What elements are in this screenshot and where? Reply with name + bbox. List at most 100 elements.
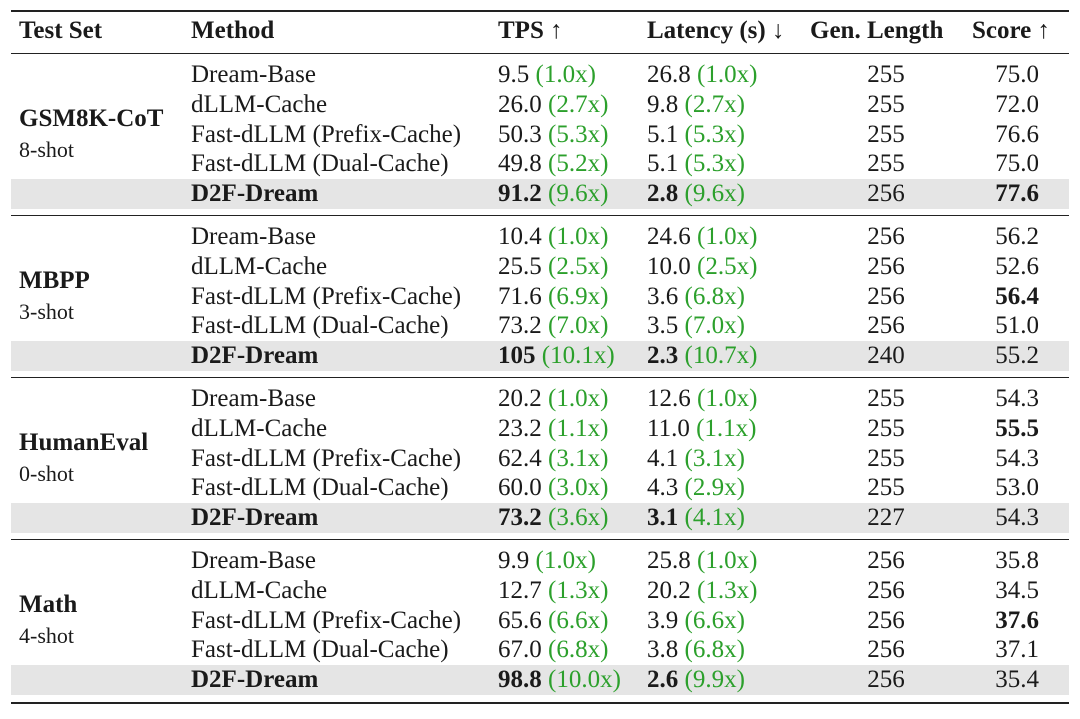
gen-length-cell: 240 — [867, 342, 905, 370]
gen-length-cell: 255 — [867, 120, 905, 148]
test-set-name: MBPP — [19, 267, 90, 294]
score-cell: 35.8 — [995, 547, 1039, 574]
tps-speedup: (1.1x) — [548, 414, 609, 442]
gen-length-cell: 255 — [867, 150, 905, 178]
table-row: Fast-dLLM (Prefix-Cache) 62.4 (3.1x) 4.1 (… — [11, 444, 1069, 474]
latency-value: 26.8 — [647, 61, 691, 88]
tps-value: 20.2 — [498, 385, 542, 412]
tps-cell: 60.0 (3.0x) — [498, 473, 608, 503]
score-cell: 54.3 — [995, 444, 1039, 472]
header-gen-length: Gen. Length — [810, 17, 944, 44]
latency-value: 20.2 — [647, 576, 691, 604]
method-cell: Dream-Base — [191, 223, 316, 250]
tps-speedup: (9.6x) — [548, 180, 609, 208]
table-row: Dream-Base 9.5 (1.0x) 26.8 (1.0x) 255 75.0 — [11, 60, 1069, 90]
latency-cell: 11.0 (1.1x) — [647, 414, 756, 444]
table-row: Dream-Base 20.2 (1.0x) 12.6 (1.0x) 255 54.3 — [11, 384, 1069, 414]
gen-length-cell: 255 — [867, 474, 905, 502]
tps-cell: 98.8 (10.0x) — [498, 665, 621, 695]
tps-cell: 20.2 (1.0x) — [498, 384, 608, 414]
latency-speedup: (1.0x) — [697, 547, 758, 574]
latency-cell: 2.8 (9.6x) — [647, 179, 745, 209]
header-score: Score ↑ — [972, 17, 1050, 44]
method-cell: Fast-dLLM (Dual-Cache) — [191, 150, 449, 178]
score-cell: 55.2 — [995, 342, 1039, 370]
tps-cell: 91.2 (9.6x) — [498, 179, 608, 209]
table-row: Fast-dLLM (Prefix-Cache) 71.6 (6.9x) 3.6 (… — [11, 282, 1069, 312]
gen-length-cell: 256 — [867, 576, 905, 604]
latency-value: 2.3 — [647, 342, 679, 370]
method-cell: Dream-Base — [191, 385, 316, 412]
score-cell: 77.6 — [995, 180, 1039, 208]
score-cell: 56.4 — [995, 282, 1039, 310]
gen-length-cell: 255 — [867, 444, 905, 472]
latency-value: 9.8 — [647, 90, 679, 118]
score-cell: 37.6 — [995, 606, 1039, 634]
latency-speedup: (1.0x) — [697, 223, 758, 250]
method-cell: dLLM-Cache — [191, 252, 328, 280]
latency-cell: 4.1 (3.1x) — [647, 444, 745, 474]
tps-cell: 62.4 (3.1x) — [498, 444, 608, 474]
tps-speedup: (3.0x) — [548, 474, 609, 502]
latency-speedup: (6.8x) — [684, 636, 745, 664]
method-cell: D2F-Dream — [191, 666, 319, 694]
method-cell: Fast-dLLM (Dual-Cache) — [191, 636, 449, 664]
tps-value: 105 — [498, 342, 536, 370]
latency-speedup: (3.1x) — [684, 444, 745, 472]
latency-speedup: (9.9x) — [684, 666, 745, 694]
table-row: dLLM-Cache 26.0 (2.7x) 9.8 (2.7x) 255 72.0 — [11, 90, 1069, 120]
tps-speedup: (2.5x) — [548, 252, 609, 280]
latency-cell: 9.8 (2.7x) — [647, 90, 745, 120]
method-cell: Dream-Base — [191, 61, 316, 88]
tps-value: 65.6 — [498, 606, 542, 634]
tps-cell: 105 (10.1x) — [498, 341, 615, 371]
latency-value: 3.9 — [647, 606, 679, 634]
score-cell: 34.5 — [995, 576, 1039, 604]
tps-speedup: (2.7x) — [548, 90, 609, 118]
table-row: Fast-dLLM (Prefix-Cache) 65.6 (6.6x) 3.9 (… — [11, 606, 1069, 636]
table-row: Fast-dLLM (Prefix-Cache) 50.3 (5.3x) 5.1 (… — [11, 120, 1069, 150]
latency-speedup: (6.6x) — [684, 606, 745, 634]
tps-cell: 9.5 (1.0x) — [498, 60, 596, 90]
gen-length-cell: 255 — [867, 385, 905, 412]
tps-value: 71.6 — [498, 282, 542, 310]
latency-speedup: (7.0x) — [684, 312, 745, 340]
score-cell: 56.2 — [995, 223, 1039, 250]
latency-speedup: (10.7x) — [684, 342, 758, 370]
method-cell: dLLM-Cache — [191, 414, 328, 442]
score-cell: 75.0 — [995, 61, 1039, 88]
tps-cell: 73.2 (7.0x) — [498, 311, 608, 341]
tps-cell: 10.4 (1.0x) — [498, 222, 608, 252]
tps-speedup: (3.6x) — [548, 504, 609, 532]
latency-speedup: (4.1x) — [684, 504, 745, 532]
latency-speedup: (2.7x) — [684, 90, 745, 118]
gen-length-cell: 256 — [867, 223, 905, 250]
latency-cell: 3.9 (6.6x) — [647, 606, 745, 636]
gen-length-cell: 255 — [867, 90, 905, 118]
tps-speedup: (6.9x) — [548, 282, 609, 310]
latency-cell: 3.6 (6.8x) — [647, 282, 745, 312]
gen-length-cell: 256 — [867, 606, 905, 634]
method-cell: Dream-Base — [191, 547, 316, 574]
tps-value: 49.8 — [498, 150, 542, 178]
table-row: D2F-Dream 91.2 (9.6x) 2.8 (9.6x) 256 77.6 — [11, 179, 1069, 210]
group-separator — [11, 539, 1069, 540]
score-cell: 72.0 — [995, 90, 1039, 118]
latency-value: 3.1 — [647, 504, 679, 532]
tps-value: 91.2 — [498, 180, 542, 208]
tps-speedup: (6.8x) — [548, 636, 609, 664]
latency-speedup: (1.1x) — [696, 414, 757, 442]
score-cell: 55.5 — [995, 414, 1039, 442]
latency-cell: 3.1 (4.1x) — [647, 503, 745, 533]
score-cell: 37.1 — [995, 636, 1039, 664]
tps-cell: 23.2 (1.1x) — [498, 414, 608, 444]
method-cell: dLLM-Cache — [191, 90, 328, 118]
tps-value: 60.0 — [498, 474, 542, 502]
latency-speedup: (2.9x) — [684, 474, 745, 502]
tps-speedup: (1.0x) — [548, 223, 609, 250]
test-set-shots: 4-shot — [19, 623, 74, 648]
tps-speedup: (10.0x) — [548, 666, 621, 694]
tps-cell: 73.2 (3.6x) — [498, 503, 608, 533]
tps-cell: 25.5 (2.5x) — [498, 252, 608, 282]
gen-length-cell: 256 — [867, 312, 905, 340]
